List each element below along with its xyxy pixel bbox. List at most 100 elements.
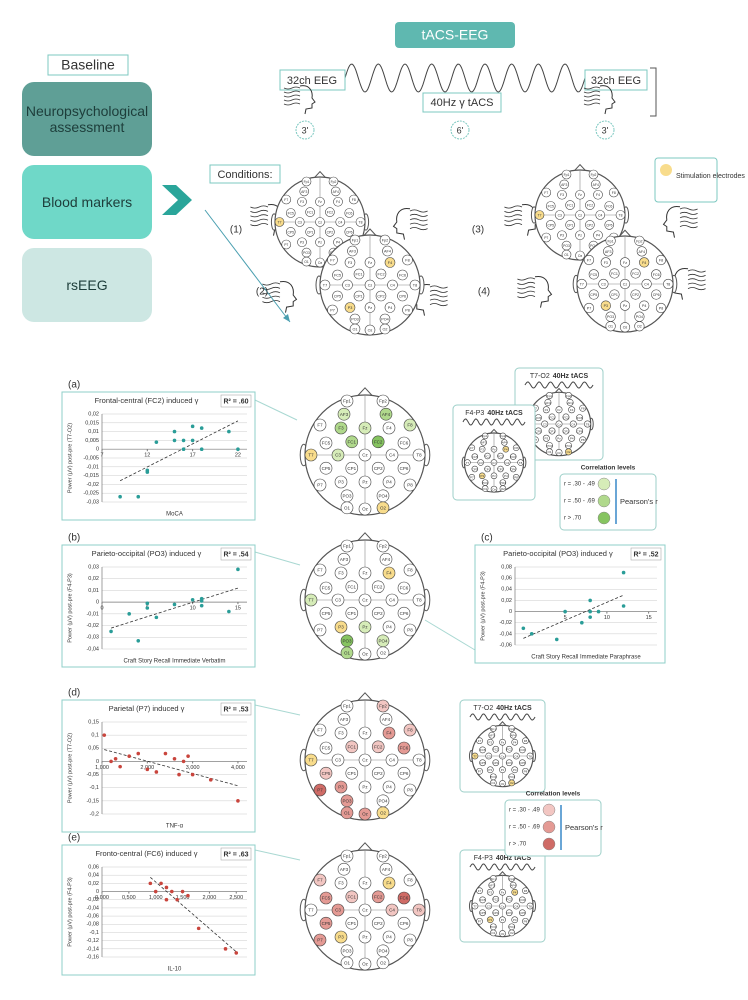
electrode (501, 439, 508, 446)
point (136, 751, 141, 756)
electrode (608, 187, 619, 198)
electrode (345, 766, 359, 780)
electrode-label: P3 (604, 304, 608, 308)
electrode (403, 723, 417, 737)
hair (429, 294, 448, 298)
electrode (634, 321, 645, 332)
electrode-label: Fp2 (379, 704, 387, 709)
electrode (541, 232, 552, 243)
hair (679, 216, 698, 220)
nose (574, 163, 586, 171)
title-box (395, 22, 515, 48)
electrode (499, 432, 507, 440)
electrode-label: Oz (368, 328, 373, 332)
electrode-label: O1 (564, 253, 569, 257)
electrode (358, 903, 372, 917)
electrode-label: F8 (581, 406, 585, 410)
electrode (554, 210, 565, 220)
electrode-label: F8 (524, 889, 528, 893)
electrode (477, 459, 484, 466)
electrode-label: FC1 (567, 203, 573, 207)
electrode (382, 876, 396, 890)
electrode (499, 766, 506, 774)
nose (618, 229, 632, 237)
y-tick-label: -0,04 (86, 646, 99, 652)
electrode (337, 862, 351, 876)
electrode-label: CP6 (519, 911, 525, 915)
electrode-label: PO3 (303, 251, 310, 255)
electrode-label: F7 (284, 198, 288, 202)
electrode (590, 179, 601, 190)
electrode (522, 737, 529, 745)
electrode-label: Pz (362, 785, 368, 790)
electrode (499, 738, 506, 746)
r2-box (220, 847, 252, 861)
electrode (358, 620, 372, 634)
chart-box (474, 544, 666, 664)
electrode-label: FC6 (653, 273, 660, 277)
electrode-label: P4 (386, 625, 392, 630)
montage: T7-O2 (530, 373, 550, 380)
electrode (313, 783, 327, 797)
hair (687, 282, 706, 286)
electrode-label: P7 (317, 483, 323, 488)
legend-dot (597, 511, 611, 525)
electrode (334, 620, 348, 634)
electrode (337, 407, 351, 421)
electrode (499, 752, 506, 760)
electrode (508, 779, 516, 787)
electrode-label: C3 (335, 598, 341, 603)
electrode-label: FC6 (520, 898, 526, 902)
electrode-label: O1 (304, 260, 309, 264)
point (175, 897, 179, 902)
y-tick-label: 0,05 (88, 746, 99, 752)
electrode-label: Fp2 (382, 238, 388, 242)
electrode-label: P3 (488, 768, 492, 772)
electrode (499, 780, 506, 787)
electrode (345, 916, 359, 930)
electrode (489, 875, 497, 882)
y-tick-label: 0,005 (85, 438, 99, 444)
electrode-label: P4 (570, 437, 574, 441)
electrode (575, 210, 585, 220)
electrode-label: O1 (491, 931, 495, 935)
electrode (325, 207, 335, 217)
electrode-label: FC2 (374, 894, 383, 899)
electrode (542, 434, 550, 442)
electrode (384, 257, 396, 268)
y-tick-label: 0 (509, 609, 512, 615)
electrode-label: FC5 (322, 586, 331, 591)
point (113, 757, 118, 761)
electrode-label: T8 (416, 908, 422, 913)
electrode-label: Fz (492, 448, 496, 452)
electrode-label: O1 (344, 960, 351, 965)
arrow-line (204, 209, 291, 323)
electrode (541, 187, 552, 198)
electrode-label: T7 (580, 282, 584, 286)
electrode-label: FC6 (400, 441, 409, 446)
electrode (464, 459, 471, 466)
y-tick-label: 0,06 (501, 576, 512, 582)
electrode-label: CP6 (399, 294, 406, 298)
electrode (340, 539, 354, 553)
point (621, 604, 626, 608)
electrode-label: Fp1 (483, 434, 489, 438)
electrode-label: F4 (386, 426, 392, 431)
electrode-label: FC6 (400, 746, 409, 751)
y-axis-label: Power (μV) post-pre (F4-P3) (67, 573, 73, 643)
electrode (481, 485, 489, 492)
electrode-label: F3 (604, 261, 608, 265)
electrode (499, 485, 507, 492)
electrode-label: F8 (407, 728, 413, 733)
electrode (545, 201, 556, 211)
electrode-label: CP5 (472, 467, 478, 471)
electrode-label: Fz (578, 193, 582, 197)
y-tick-label: -0,12 (86, 938, 99, 944)
point (199, 447, 204, 452)
electrode (315, 196, 325, 207)
electrode (342, 279, 353, 291)
electrode (371, 435, 385, 449)
electrode-label: T8 (528, 904, 532, 908)
electrode (489, 779, 497, 787)
point (172, 429, 177, 434)
